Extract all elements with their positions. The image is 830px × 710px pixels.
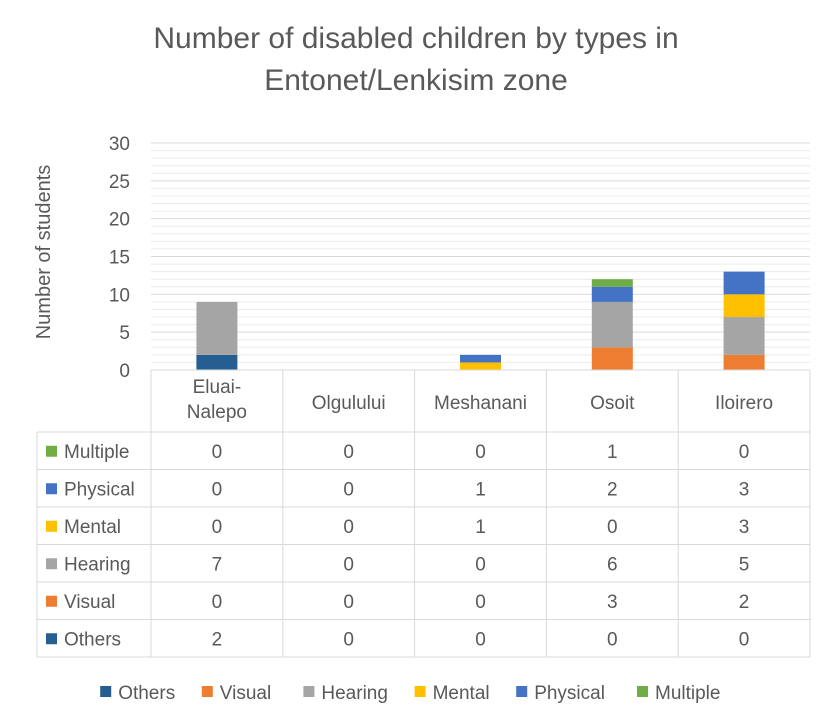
y-axis-label: Number of students [33, 165, 55, 340]
table-cell-value: 0 [739, 442, 750, 463]
bar-segment [196, 301, 238, 355]
table-row-label: Mental [64, 517, 121, 538]
table-cell-value: 3 [607, 592, 618, 613]
legend-swatch [100, 686, 112, 697]
table-legend-key [46, 483, 57, 495]
bar-segment [460, 354, 501, 363]
table-cell-value: 0 [343, 592, 354, 613]
legend-swatch [516, 686, 528, 697]
table-cell-value: 0 [475, 629, 486, 650]
legend-label: Others [118, 683, 175, 704]
legend-label: Mental [433, 683, 490, 704]
table-cell-value: 7 [212, 554, 223, 575]
legend-swatch [414, 686, 426, 697]
table-cell-value: 0 [475, 442, 486, 463]
table-cell-value: 0 [475, 592, 486, 613]
table-cell-value: 1 [607, 442, 618, 463]
x-tick-label: Olgulului [312, 393, 386, 414]
table-cell-value: 2 [212, 629, 223, 650]
bar-segment [460, 362, 501, 370]
legend-label: Physical [534, 683, 605, 704]
x-tick-label: Iloirero [715, 393, 773, 414]
table-row-label: Hearing [64, 554, 131, 575]
y-tick-label: 10 [109, 285, 130, 306]
table-legend-key [46, 558, 57, 570]
x-tick-label: Nalepo [187, 402, 247, 423]
table-cell-value: 0 [343, 629, 354, 650]
table-cell-value: 2 [739, 592, 750, 613]
table-cell-value: 0 [475, 554, 486, 575]
table-cell-value: 0 [607, 629, 618, 650]
legend-label: Multiple [655, 683, 720, 704]
legend-swatch [303, 686, 315, 697]
table-row-label: Others [64, 629, 121, 650]
legend-label: Hearing [321, 683, 388, 704]
table-legend-key [46, 520, 57, 532]
table-cell-value: 0 [343, 479, 354, 500]
gridlines [151, 142, 810, 363]
data-table: Eluai- Nalepo Olgulului Meshanani Osoit Iloir… [36, 369, 811, 658]
legend-label: Visual [220, 683, 271, 704]
table-cell-value: 6 [607, 554, 618, 575]
table-row-label: Multiple [64, 442, 129, 463]
chart-title-line: Entonet/Lenkisim zone [264, 64, 568, 97]
table-cell-value: 0 [212, 442, 223, 463]
y-tick-label: 0 [119, 361, 130, 382]
table-legend-key [46, 445, 57, 457]
table-cell-value: 0 [343, 554, 354, 575]
bar-segment [591, 286, 633, 302]
table-cell-value: 1 [475, 479, 486, 500]
y-tick-label: 20 [109, 210, 130, 231]
table-row-label: Visual [64, 592, 115, 613]
bars [196, 271, 765, 370]
bar-segment [723, 294, 765, 318]
table-cell-value: 0 [343, 517, 354, 538]
table-cell-value: 0 [343, 442, 354, 463]
bar-segment [196, 354, 238, 370]
y-tick-label: 30 [109, 134, 130, 155]
x-tick-label: Meshanani [434, 393, 527, 414]
y-axis-ticks: 0 5 10 15 20 25 30 [109, 134, 130, 382]
legend-swatch [637, 686, 648, 697]
table-cell-value: 0 [607, 517, 618, 538]
chart-title-line: Number of disabled children by types in [153, 22, 678, 55]
x-tick-label: Eluai- [193, 377, 242, 398]
table-cell-value: 0 [212, 517, 223, 538]
table-cell-value: 3 [739, 479, 750, 500]
y-tick-label: 5 [119, 323, 130, 344]
table-legend-key [46, 633, 57, 645]
table-cell-value: 0 [212, 479, 223, 500]
legend: Others Visual Hearing Mental Physical Multipl… [100, 683, 720, 704]
table-cell-value: 5 [739, 554, 750, 575]
table-cell-value: 3 [739, 517, 750, 538]
bar-segment [723, 317, 765, 355]
table-row-label: Physical [64, 479, 135, 500]
bar-segment [723, 271, 765, 295]
bar-segment [723, 354, 765, 370]
legend-swatch [201, 686, 213, 697]
table-cell-value: 0 [212, 592, 223, 613]
bar-segment [591, 347, 633, 370]
bar-segment [591, 279, 633, 287]
y-tick-label: 25 [109, 172, 130, 193]
chart-title: Number of disabled children by types in E… [153, 22, 678, 97]
table-legend-key [46, 595, 57, 607]
table-cell-value: 2 [607, 479, 618, 500]
y-axis-label-text: Number of students [33, 165, 55, 340]
y-tick-label: 15 [109, 248, 130, 269]
bar-segment [591, 301, 633, 348]
table-cell-value: 0 [739, 629, 750, 650]
table-cell-value: 1 [475, 517, 486, 538]
x-tick-label: Osoit [590, 393, 635, 414]
